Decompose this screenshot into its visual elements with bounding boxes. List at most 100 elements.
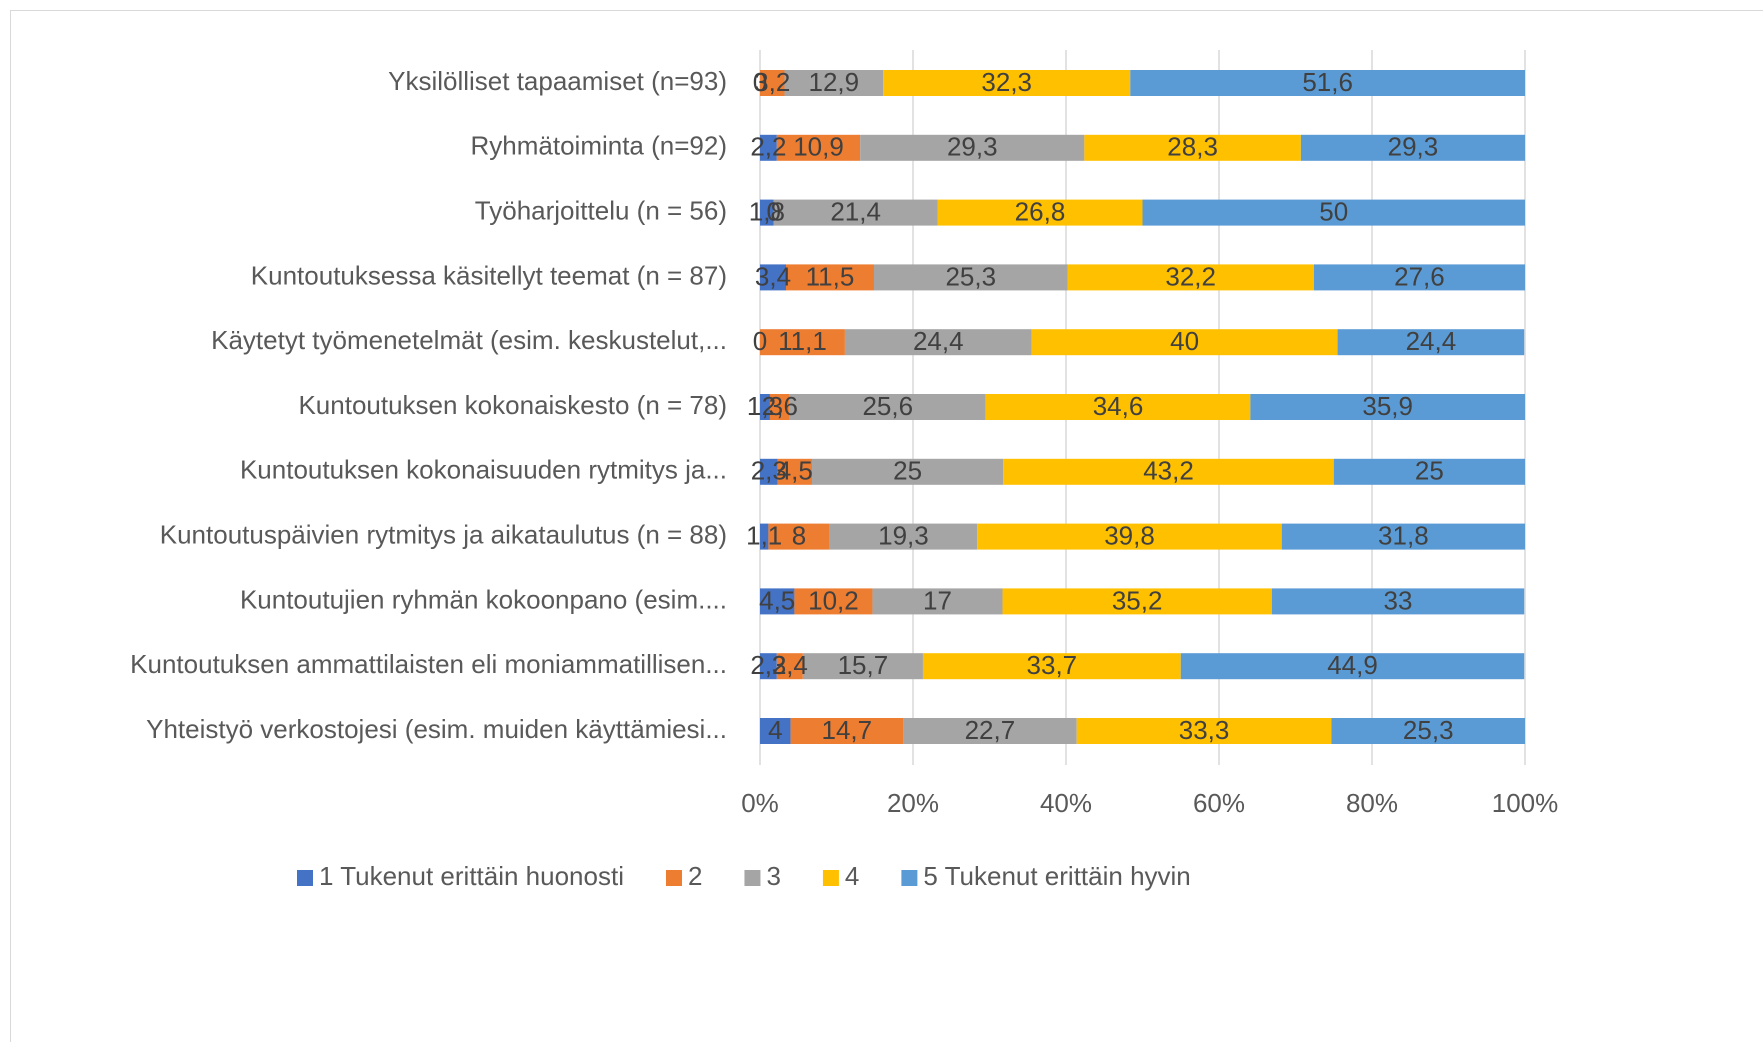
bar-segment xyxy=(985,394,1251,420)
bar-segment xyxy=(760,523,769,550)
data-label: 0 xyxy=(753,67,767,97)
bar-segment xyxy=(777,458,813,485)
data-label: 43,2 xyxy=(1143,456,1194,486)
x-tick-label: 0% xyxy=(741,788,779,818)
data-label: 2,6 xyxy=(762,391,798,421)
data-label: 40 xyxy=(1170,326,1199,356)
data-label: 34,6 xyxy=(1093,391,1144,421)
bar-segment xyxy=(1250,394,1525,420)
bar-segment xyxy=(1031,329,1338,356)
bar-segment xyxy=(1180,653,1525,680)
legend-label: 5 Tukenut erittäin hyvin xyxy=(923,861,1190,891)
bar-segment xyxy=(872,588,1003,615)
bar-segment xyxy=(903,718,1077,744)
x-tick-label: 40% xyxy=(1040,788,1092,818)
bar-segment xyxy=(760,199,774,226)
data-label: 1,3 xyxy=(747,391,783,421)
data-label: 25 xyxy=(1415,456,1444,486)
legend-label: 3 xyxy=(766,861,780,891)
data-label: 4,5 xyxy=(777,456,813,486)
y-tick-label: Kuntoutuksen ammattilaisten eli moniamma… xyxy=(130,649,727,679)
legend-swatch xyxy=(744,870,761,886)
bar-segment xyxy=(760,394,770,420)
bar-segment xyxy=(844,329,1032,356)
data-label: 11,1 xyxy=(778,326,827,356)
bar-segment xyxy=(776,653,803,680)
x-tick-label: 100% xyxy=(1492,788,1559,818)
x-tick-label: 60% xyxy=(1193,788,1245,818)
bar-segment xyxy=(760,134,777,161)
bar-segment xyxy=(760,588,795,615)
bar-segment xyxy=(1300,134,1525,161)
data-label: 33,3 xyxy=(1179,715,1230,745)
data-label: 28,3 xyxy=(1167,132,1218,162)
bar-segment xyxy=(873,264,1068,291)
bar-segment xyxy=(769,394,790,420)
y-tick-label: Käytetyt työmenetelmät (esim. keskustelu… xyxy=(211,325,727,355)
bar-segment xyxy=(768,523,830,550)
bar-segment xyxy=(1313,264,1525,291)
data-label: 27,6 xyxy=(1394,261,1445,291)
bar-segment xyxy=(760,718,791,744)
data-label: 3,4 xyxy=(772,650,808,680)
data-label: 25,3 xyxy=(945,261,996,291)
data-label: 0 xyxy=(767,196,781,226)
data-label: 29,3 xyxy=(1388,132,1439,162)
data-label: 2,2 xyxy=(750,132,786,162)
bar-segment xyxy=(794,588,873,615)
data-label: 35,2 xyxy=(1112,585,1163,615)
bar-segment xyxy=(812,458,1004,485)
data-label: 35,9 xyxy=(1362,391,1413,421)
legend-swatch xyxy=(297,870,313,886)
y-tick-label: Ryhmätoiminta (n=92) xyxy=(471,131,728,161)
data-label: 3,2 xyxy=(754,67,790,97)
y-tick-label: Kuntoutuksessa käsitellyt teemat (n = 87… xyxy=(251,260,727,290)
bar-segment xyxy=(1281,523,1525,550)
y-tick-label: Työharjoittelu (n = 56) xyxy=(475,195,727,225)
data-label: 4,5 xyxy=(759,585,795,615)
data-label: 26,8 xyxy=(1015,196,1066,226)
bar-segment xyxy=(829,523,978,550)
data-label: 1,1 xyxy=(746,520,782,550)
data-label: 32,3 xyxy=(981,67,1032,97)
bar-segment xyxy=(760,329,845,356)
bar-segment xyxy=(937,199,1143,226)
data-label: 4 xyxy=(768,715,782,745)
bar-segment xyxy=(1002,588,1272,615)
bar-segment xyxy=(922,653,1181,680)
bar-segment xyxy=(1271,588,1525,615)
bar-segment xyxy=(977,523,1282,550)
data-label: 33 xyxy=(1384,585,1413,615)
data-label: 39,8 xyxy=(1104,520,1155,550)
data-label: 24,4 xyxy=(913,326,964,356)
bar-segment xyxy=(760,653,777,680)
data-label: 14,7 xyxy=(822,715,873,745)
bar-segment xyxy=(790,718,904,744)
data-label: 15,7 xyxy=(838,650,889,680)
bar-segment xyxy=(760,70,785,96)
data-label: 51,6 xyxy=(1302,67,1353,97)
bar-segment xyxy=(786,264,874,291)
bar-segment xyxy=(1331,718,1525,744)
bar-segment xyxy=(1076,718,1332,744)
y-tick-label: Yksilölliset tapaamiset (n=93) xyxy=(388,66,727,96)
bar-segment xyxy=(1333,458,1525,485)
y-tick-label: Kuntoutuksen kokonaiskesto (n = 78) xyxy=(298,390,727,420)
data-label: 0 xyxy=(753,326,767,356)
data-label: 2,3 xyxy=(751,456,787,486)
data-label: 10,2 xyxy=(808,585,859,615)
y-tick-label: Kuntoutujien ryhmän kokoonpano (esim.... xyxy=(240,584,727,614)
data-label: 33,7 xyxy=(1027,650,1078,680)
bar-segment xyxy=(860,134,1085,161)
data-label: 25,3 xyxy=(1403,715,1454,745)
legend-label: 2 xyxy=(688,861,702,891)
y-tick-label: Kuntoutuksen kokonaisuuden rytmitys ja..… xyxy=(240,455,727,485)
bar-segment xyxy=(883,70,1131,96)
data-label: 44,9 xyxy=(1327,650,1378,680)
x-tick-label: 20% xyxy=(887,788,939,818)
data-label: 22,7 xyxy=(965,715,1016,745)
bar-segment xyxy=(802,653,923,680)
bar-segment xyxy=(789,394,986,420)
